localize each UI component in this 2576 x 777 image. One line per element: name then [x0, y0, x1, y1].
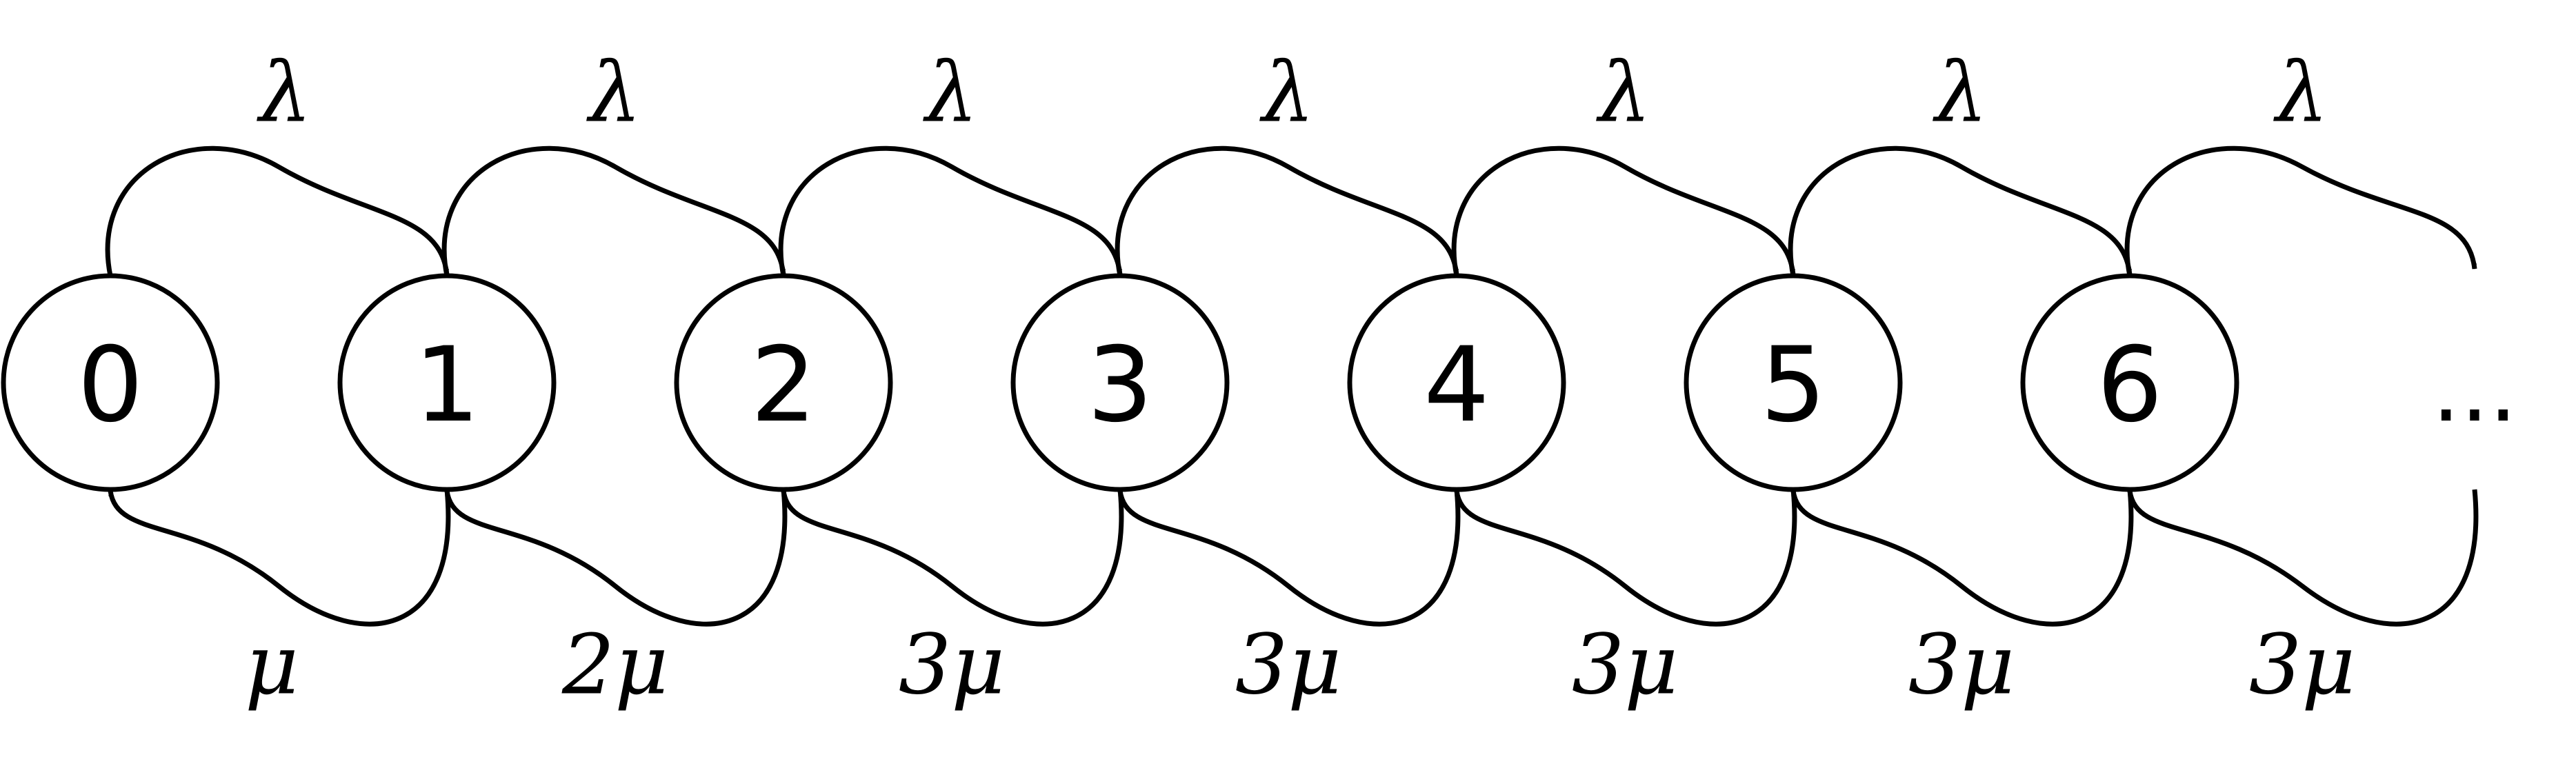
backward-rate-label: 3μ: [1908, 618, 2015, 714]
backward-rate-label: 3μ: [1235, 618, 1341, 714]
forward-rate-label: λ: [1259, 46, 1315, 141]
state-label: 6: [2097, 325, 2162, 445]
forward-arc: [1451, 145, 1796, 276]
backward-arc: [108, 489, 451, 627]
forward-arc: [2124, 145, 2477, 276]
backward-arc: [444, 489, 788, 627]
forward-rate-label: λ: [2273, 46, 2328, 141]
forward-arc: [441, 145, 786, 276]
backward-arc: [1117, 489, 1461, 627]
forward-arc: [778, 145, 1123, 276]
state-node-0: 0: [1, 273, 220, 492]
state-label: 5: [1760, 325, 1826, 445]
state-label: 1: [414, 325, 479, 445]
state-circle: [1347, 273, 1566, 492]
state-node-5: 5: [1684, 273, 1903, 492]
state-label: 2: [750, 325, 816, 445]
forward-arc: [1115, 145, 1459, 276]
state-circle: [337, 273, 557, 492]
state-node-3: 3: [1010, 273, 1230, 492]
state-circle: [2020, 273, 2239, 492]
state-node-4: 4: [1347, 273, 1566, 492]
state-label: 4: [1424, 325, 1489, 445]
state-label: 3: [1087, 325, 1152, 445]
state-nodes: 0 1 2 3 4 5 6: [1, 273, 2239, 492]
state-circle: [1, 273, 220, 492]
forward-arc: [1788, 145, 2133, 276]
state-circle: [1684, 273, 1903, 492]
state-label: 0: [77, 325, 143, 445]
state-node-6: 6: [2020, 273, 2239, 492]
backward-rate-label: 2μ: [561, 618, 668, 714]
backward-rate-label: 3μ: [1572, 618, 1678, 714]
forward-rate-label: λ: [1596, 46, 1651, 141]
backward-arc: [781, 489, 1124, 627]
state-circle: [674, 273, 893, 492]
continuation-ellipsis: ...: [2432, 337, 2517, 442]
backward-arc: [2127, 489, 2479, 627]
backward-rate-label: 3μ: [2249, 618, 2355, 714]
backward-arc: [1454, 489, 1797, 627]
state-node-2: 2: [674, 273, 893, 492]
forward-arc: [105, 145, 450, 276]
forward-rate-label: λ: [1933, 46, 1988, 141]
transition-arcs: [105, 145, 2479, 627]
forward-rate-label: λ: [923, 46, 978, 141]
state-circle: [1010, 273, 1230, 492]
backward-rate-label: μ: [245, 618, 299, 714]
rate-labels: λ μ λ 2μ λ 3μ λ 3μ λ 3μ λ 3μ λ 3μ...: [245, 46, 2517, 714]
forward-rate-label: λ: [586, 46, 641, 141]
forward-rate-label: λ: [257, 46, 312, 141]
state-node-1: 1: [337, 273, 557, 492]
backward-arc: [1790, 489, 2134, 627]
backward-rate-label: 3μ: [899, 618, 1005, 714]
